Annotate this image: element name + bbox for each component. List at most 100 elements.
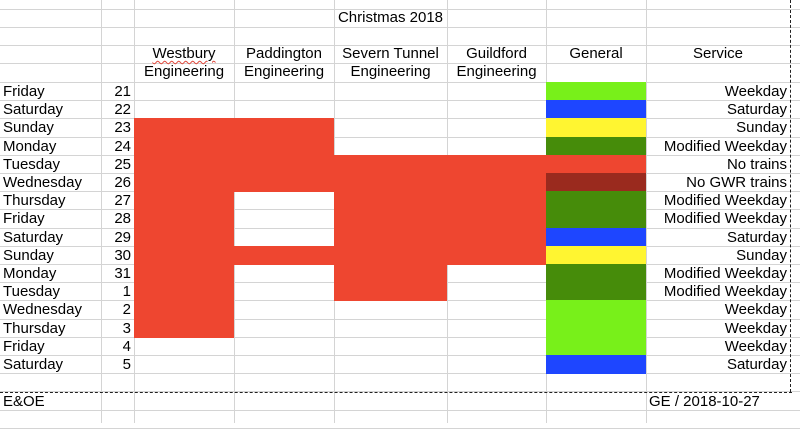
service-cell[interactable]: Modified Weekday (663, 138, 787, 155)
service-cell[interactable]: Weekday (724, 83, 787, 100)
day-name-cell[interactable]: Friday (3, 210, 45, 227)
service-cell[interactable]: Weekday (724, 320, 787, 337)
header-paddington-line2[interactable]: Engineering (243, 63, 325, 80)
engineering-paddington-cell[interactable] (234, 118, 334, 138)
engineering-guildford-cell[interactable] (447, 191, 546, 210)
general-status-cell[interactable] (546, 300, 646, 320)
general-status-cell[interactable] (546, 173, 646, 192)
day-name-cell[interactable]: Tuesday (3, 283, 60, 300)
engineering-westbury-cell[interactable] (134, 191, 234, 210)
day-name-cell[interactable]: Monday (3, 138, 57, 155)
day-name-cell[interactable]: Monday (3, 265, 57, 282)
engineering-severn-cell[interactable] (334, 173, 447, 192)
engineering-severn-cell[interactable] (334, 282, 447, 301)
service-cell[interactable]: Saturday (726, 229, 787, 246)
date-cell[interactable]: 4 (122, 338, 131, 355)
header-westbury-line1[interactable]: Westbury (134, 45, 234, 63)
engineering-guildford-cell[interactable] (447, 209, 546, 229)
date-cell[interactable]: 3 (122, 320, 131, 337)
day-name-cell[interactable]: Sunday (3, 119, 54, 136)
date-cell[interactable]: 29 (114, 229, 131, 246)
sheet-title[interactable]: Christmas 2018 (337, 9, 444, 26)
service-cell[interactable]: Modified Weekday (663, 265, 787, 282)
engineering-westbury-cell[interactable] (134, 137, 234, 156)
service-cell[interactable]: Sunday (736, 247, 787, 264)
engineering-westbury-cell[interactable] (134, 264, 234, 283)
engineering-severn-cell[interactable] (334, 191, 447, 210)
service-cell[interactable]: Modified Weekday (663, 192, 787, 209)
date-cell[interactable]: 31 (114, 265, 131, 282)
day-name-cell[interactable]: Friday (3, 83, 45, 100)
day-name-cell[interactable]: Friday (3, 338, 45, 355)
engineering-severn-cell[interactable] (334, 155, 447, 174)
service-cell[interactable]: Weekday (724, 338, 787, 355)
engineering-westbury-cell[interactable] (134, 173, 234, 192)
date-cell[interactable]: 23 (114, 119, 131, 136)
engineering-westbury-cell[interactable] (134, 118, 234, 138)
header-guildford-line1[interactable]: Guildford (466, 45, 527, 62)
engineering-severn-cell[interactable] (334, 246, 447, 265)
general-status-cell[interactable] (546, 100, 646, 119)
engineering-severn-cell[interactable] (334, 209, 447, 229)
date-cell[interactable]: 1 (122, 283, 131, 300)
day-name-cell[interactable]: Sunday (3, 247, 54, 264)
general-status-cell[interactable] (546, 282, 646, 301)
date-cell[interactable]: 27 (114, 192, 131, 209)
engineering-westbury-cell[interactable] (134, 319, 234, 338)
engineering-guildford-cell[interactable] (447, 155, 546, 174)
general-status-cell[interactable] (546, 209, 646, 229)
engineering-guildford-cell[interactable] (447, 173, 546, 192)
footer-disclaimer[interactable]: E&OE (3, 393, 45, 410)
engineering-paddington-cell[interactable] (234, 155, 334, 174)
date-cell[interactable]: 5 (122, 356, 131, 373)
service-cell[interactable]: Modified Weekday (663, 210, 787, 227)
date-cell[interactable]: 24 (114, 138, 131, 155)
day-name-cell[interactable]: Tuesday (3, 156, 60, 173)
footer-author-date[interactable]: GE / 2018-10-27 (649, 393, 760, 410)
engineering-paddington-cell[interactable] (234, 173, 334, 192)
header-guildford-line2[interactable]: Engineering (456, 63, 537, 80)
day-name-cell[interactable]: Wednesday (3, 174, 82, 191)
general-status-cell[interactable] (546, 264, 646, 283)
day-name-cell[interactable]: Saturday (3, 229, 64, 246)
general-status-cell[interactable] (546, 319, 646, 338)
service-cell[interactable]: Modified Weekday (663, 283, 787, 300)
engineering-westbury-cell[interactable] (134, 282, 234, 301)
date-cell[interactable]: 22 (114, 101, 131, 118)
general-status-cell[interactable] (546, 228, 646, 247)
engineering-guildford-cell[interactable] (447, 228, 546, 247)
service-cell[interactable]: No GWR trains (686, 174, 787, 191)
day-name-cell[interactable]: Thursday (3, 192, 66, 209)
engineering-severn-cell[interactable] (334, 228, 447, 247)
general-status-cell[interactable] (546, 355, 646, 374)
date-cell[interactable]: 28 (114, 210, 131, 227)
engineering-westbury-cell[interactable] (134, 228, 234, 247)
day-name-cell[interactable]: Wednesday (3, 301, 82, 318)
header-service[interactable]: Service (692, 45, 744, 62)
engineering-severn-cell[interactable] (334, 264, 447, 283)
engineering-westbury-cell[interactable] (134, 300, 234, 320)
header-severn-line2[interactable]: Engineering (350, 63, 431, 80)
date-cell[interactable]: 2 (122, 301, 131, 318)
service-cell[interactable]: No trains (726, 156, 787, 173)
engineering-guildford-cell[interactable] (447, 246, 546, 265)
general-status-cell[interactable] (546, 191, 646, 210)
general-status-cell[interactable] (546, 246, 646, 265)
service-cell[interactable]: Saturday (726, 101, 787, 118)
header-paddington-line1[interactable]: Paddington (246, 45, 322, 62)
header-westbury-line2[interactable]: Engineering (143, 63, 225, 80)
day-name-cell[interactable]: Saturday (3, 101, 64, 118)
day-name-cell[interactable]: Thursday (3, 320, 66, 337)
general-status-cell[interactable] (546, 118, 646, 138)
general-status-cell[interactable] (546, 337, 646, 356)
engineering-paddington-cell[interactable] (234, 137, 334, 156)
general-status-cell[interactable] (546, 155, 646, 174)
service-cell[interactable]: Sunday (736, 119, 787, 136)
engineering-westbury-cell[interactable] (134, 246, 234, 265)
date-cell[interactable]: 21 (114, 83, 131, 100)
date-cell[interactable]: 25 (114, 156, 131, 173)
header-general[interactable]: General (569, 45, 623, 62)
service-cell[interactable]: Saturday (726, 356, 787, 373)
engineering-westbury-cell[interactable] (134, 155, 234, 174)
